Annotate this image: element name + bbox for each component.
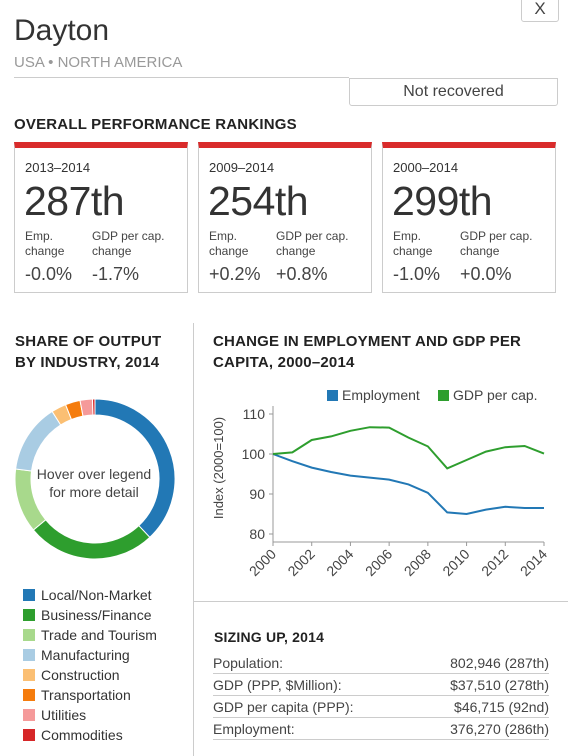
legend-swatch: [23, 729, 35, 741]
donut-slice-manufacturing[interactable]: [15, 410, 62, 472]
gdp-change-value: +0.8%: [276, 264, 328, 284]
ranking-value: 287th: [24, 178, 125, 224]
sizing-label: GDP per capita (PPP):: [213, 699, 354, 715]
close-button[interactable]: X: [521, 0, 559, 22]
legend-item-transportation[interactable]: Transportation: [23, 685, 157, 705]
legend-item-business-finance[interactable]: Business/Finance: [23, 605, 157, 625]
gdp-change-label: GDP per cap. change: [460, 229, 533, 258]
ranking-value: 254th: [208, 178, 309, 224]
sizing-label: Employment:: [213, 721, 295, 737]
donut-slices: [14, 398, 176, 560]
rankings-title: OVERALL PERFORMANCE RANKINGS: [14, 116, 297, 133]
legend-swatch: [23, 709, 35, 721]
sizing-title: SIZING UP, 2014: [214, 629, 325, 645]
sizing-row-employment: Employment: 376,270 (286th): [213, 718, 549, 740]
industry-donut-chart: [14, 398, 176, 560]
y-tick-label: 80: [249, 526, 265, 542]
y-tick-label: 110: [243, 406, 266, 422]
legend-item-construction[interactable]: Construction: [23, 665, 157, 685]
header-divider: [14, 77, 349, 78]
emp-change-value: -1.0%: [393, 264, 441, 284]
employment-gdp-line-chart: Employment GDP per cap. Index (2000=100)…: [211, 387, 550, 579]
y-axis-label: Index (2000=100): [211, 417, 226, 519]
legend-swatch: [23, 589, 35, 601]
sizing-row-gdp: GDP (PPP, $Million): $37,510 (278th): [213, 674, 549, 696]
x-tick-label: 2012: [478, 546, 511, 579]
line-chart-series: [272, 426, 545, 516]
legend-swatch: [23, 649, 35, 661]
y-tick-label: 90: [249, 486, 265, 502]
ranking-card: 2009–2014 254th Emp. change GDP per cap. c…: [198, 142, 372, 293]
line-chart-legend: Employment GDP per cap.: [327, 387, 538, 403]
legend-label-gdp: GDP per cap.: [453, 387, 538, 403]
page-title: Dayton: [14, 14, 110, 47]
column-divider: [193, 323, 194, 756]
series-line-employment: [272, 453, 544, 516]
donut-slice-commodities[interactable]: [91, 398, 96, 416]
gdp-change-label: GDP per cap. change: [92, 229, 165, 258]
line-chart-title: CHANGE IN EMPLOYMENT AND GDP PER CAPITA, …: [213, 333, 522, 371]
legend-item-commodities[interactable]: Commodities: [23, 725, 157, 745]
sizing-value: $46,715 (92nd): [454, 699, 549, 715]
sizing-label: GDP (PPP, $Million):: [213, 677, 342, 693]
sizing-row-gdp-per-capita: GDP per capita (PPP): $46,715 (92nd): [213, 696, 549, 718]
legend-swatch: [23, 689, 35, 701]
legend-item-utilities[interactable]: Utilities: [23, 705, 157, 725]
x-tick-label: 2014: [517, 546, 550, 579]
emp-change-label: Emp. change: [25, 229, 65, 258]
gdp-change-value: -1.7%: [92, 264, 140, 284]
series-line-gdp-per-cap: [272, 426, 545, 470]
sizing-value: 802,946 (287th): [450, 655, 549, 671]
legend-label-employment: Employment: [342, 387, 420, 403]
industry-legend: Local/Non-Market Business/Finance Trade …: [23, 585, 157, 745]
legend-item-trade-tourism[interactable]: Trade and Tourism: [23, 625, 157, 645]
ranking-card: 2013–2014 287th Emp. change GDP per cap. c…: [14, 142, 188, 293]
ranking-period: 2009–2014: [209, 160, 275, 175]
donut-center-text: Hover over legend for more detail: [36, 466, 152, 500]
gdp-change-value: +0.0%: [460, 264, 512, 284]
emp-change-value: -0.0%: [25, 264, 73, 284]
ranking-card: 2000–2014 299th Emp. change GDP per cap. c…: [382, 142, 556, 293]
sizing-row-population: Population: 802,946 (287th): [213, 652, 549, 674]
legend-swatch: [23, 609, 35, 621]
x-tick-label: 2008: [401, 546, 434, 579]
status-badge: Not recovered: [349, 78, 558, 106]
legend-swatch-gdp: [438, 390, 449, 401]
sizing-label: Population:: [213, 655, 284, 671]
section-divider: [193, 601, 568, 602]
emp-change-value: +0.2%: [209, 264, 261, 284]
legend-item-local-non-market[interactable]: Local/Non-Market: [23, 585, 157, 605]
x-tick-label: 2006: [362, 546, 395, 579]
gdp-change-label: GDP per cap. change: [276, 229, 349, 258]
sizing-value: 376,270 (286th): [450, 721, 549, 737]
x-tick-label: 2002: [284, 546, 317, 579]
x-tick-label: 2000: [246, 546, 279, 579]
sizing-value: $37,510 (278th): [450, 677, 549, 693]
legend-swatch: [23, 669, 35, 681]
emp-change-label: Emp. change: [209, 229, 249, 258]
y-tick-label: 100: [242, 446, 266, 462]
ranking-period: 2000–2014: [393, 160, 459, 175]
x-tick-label: 2010: [439, 546, 472, 579]
legend-item-manufacturing[interactable]: Manufacturing: [23, 645, 157, 665]
legend-swatch: [23, 629, 35, 641]
region-label: USA • NORTH AMERICA: [14, 54, 183, 71]
ranking-value: 299th: [392, 178, 493, 224]
line-chart-axes: 80 90 100 110 2000 2002 2004 2006 2008 2010 2012 20…: [242, 406, 550, 579]
x-tick-label: 2004: [323, 546, 356, 579]
legend-swatch-employment: [327, 390, 338, 401]
share-title: SHARE OF OUTPUT BY INDUSTRY, 2014: [15, 333, 162, 371]
donut-slice-business-finance[interactable]: [32, 519, 151, 560]
emp-change-label: Emp. change: [393, 229, 433, 258]
ranking-period: 2013–2014: [25, 160, 91, 175]
